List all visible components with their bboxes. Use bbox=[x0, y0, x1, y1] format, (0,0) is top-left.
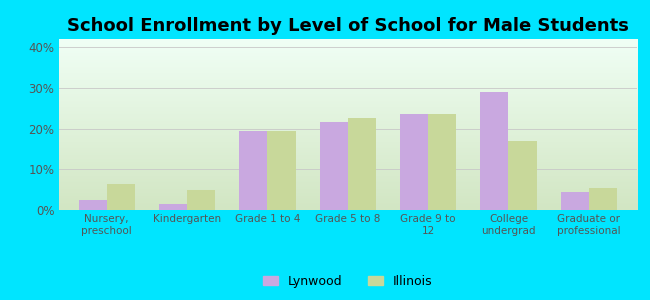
Bar bbox=[480, 92, 508, 210]
Bar bbox=[348, 118, 376, 210]
Bar bbox=[107, 184, 135, 210]
Bar bbox=[508, 141, 536, 210]
Bar bbox=[428, 114, 456, 210]
Bar bbox=[239, 130, 267, 210]
Bar bbox=[267, 130, 296, 210]
Bar bbox=[320, 122, 348, 210]
Bar bbox=[400, 114, 428, 210]
Legend: Lynwood, Illinois: Lynwood, Illinois bbox=[258, 270, 437, 293]
Bar bbox=[107, 184, 135, 210]
Bar bbox=[480, 92, 508, 210]
Bar bbox=[159, 204, 187, 210]
Bar bbox=[187, 190, 215, 210]
Bar bbox=[79, 200, 107, 210]
Bar bbox=[561, 192, 589, 210]
Bar bbox=[589, 188, 617, 210]
Bar bbox=[267, 130, 296, 210]
Title: School Enrollment by Level of School for Male Students: School Enrollment by Level of School for… bbox=[67, 17, 629, 35]
Bar bbox=[561, 192, 589, 210]
Bar bbox=[79, 200, 107, 210]
Bar bbox=[159, 204, 187, 210]
Bar bbox=[348, 118, 376, 210]
Bar bbox=[320, 122, 348, 210]
Bar bbox=[239, 130, 267, 210]
Bar bbox=[400, 114, 428, 210]
Bar bbox=[589, 188, 617, 210]
Bar bbox=[428, 114, 456, 210]
Bar bbox=[508, 141, 536, 210]
Bar bbox=[187, 190, 215, 210]
